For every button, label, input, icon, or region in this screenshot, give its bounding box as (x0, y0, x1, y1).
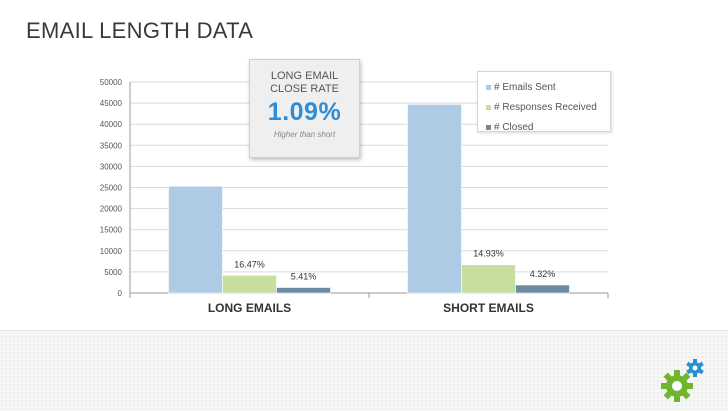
legend-item-emails-sent: # Emails Sent (486, 77, 610, 97)
y-tick-label: 35000 (100, 141, 123, 150)
callout-value: 1.09% (267, 98, 342, 126)
data-label: 14.93% (473, 249, 504, 259)
legend-label: # Closed (494, 121, 534, 133)
y-tick-label: 0 (118, 289, 123, 298)
y-tick-label: 5000 (104, 268, 122, 277)
legend-swatch (486, 104, 491, 110)
y-tick-label: 20000 (100, 205, 123, 214)
data-label: 4.32% (530, 269, 556, 279)
y-tick-label: 45000 (100, 99, 123, 108)
bar (461, 264, 516, 294)
bar (407, 104, 462, 294)
x-tick-label: SHORT EMAILS (443, 301, 534, 315)
callout-subtext: Higher than short (273, 130, 336, 139)
y-tick-label: 30000 (100, 162, 123, 171)
slide-title: EMAIL LENGTH DATA (26, 18, 254, 43)
close-rate-callout: LONG EMAIL CLOSE RATE 1.09% Higher than … (249, 59, 360, 158)
x-tick-label: LONG EMAILS (208, 301, 291, 315)
legend-item-closed: # Closed (486, 117, 610, 137)
y-tick-label: 25000 (100, 184, 123, 193)
chart-legend: # Emails Sent # Responses Received # Clo… (477, 71, 611, 133)
callout-heading: LONG EMAIL CLOSE RATE (270, 70, 339, 95)
bar (515, 284, 570, 294)
bar (276, 287, 331, 294)
bar (222, 274, 277, 294)
gear-logo-icon (661, 359, 704, 402)
legend-label: # Responses Received (494, 101, 597, 113)
y-tick-label: 10000 (100, 247, 123, 256)
footer-band (0, 330, 728, 411)
legend-label: # Emails Sent (494, 81, 556, 93)
legend-swatch (486, 84, 491, 90)
bar-chart: 0 5000 10000 15000 20000 25000 30000 35000 40000… (100, 78, 609, 315)
data-label: 5.41% (291, 272, 317, 282)
legend-swatch (486, 124, 491, 130)
bar (168, 185, 223, 294)
data-label: 16.47% (234, 259, 265, 269)
y-tick-label: 15000 (100, 226, 123, 235)
y-tick-label: 50000 (100, 78, 123, 87)
legend-item-responses-received: # Responses Received (486, 97, 610, 117)
y-tick-label: 40000 (100, 120, 123, 129)
